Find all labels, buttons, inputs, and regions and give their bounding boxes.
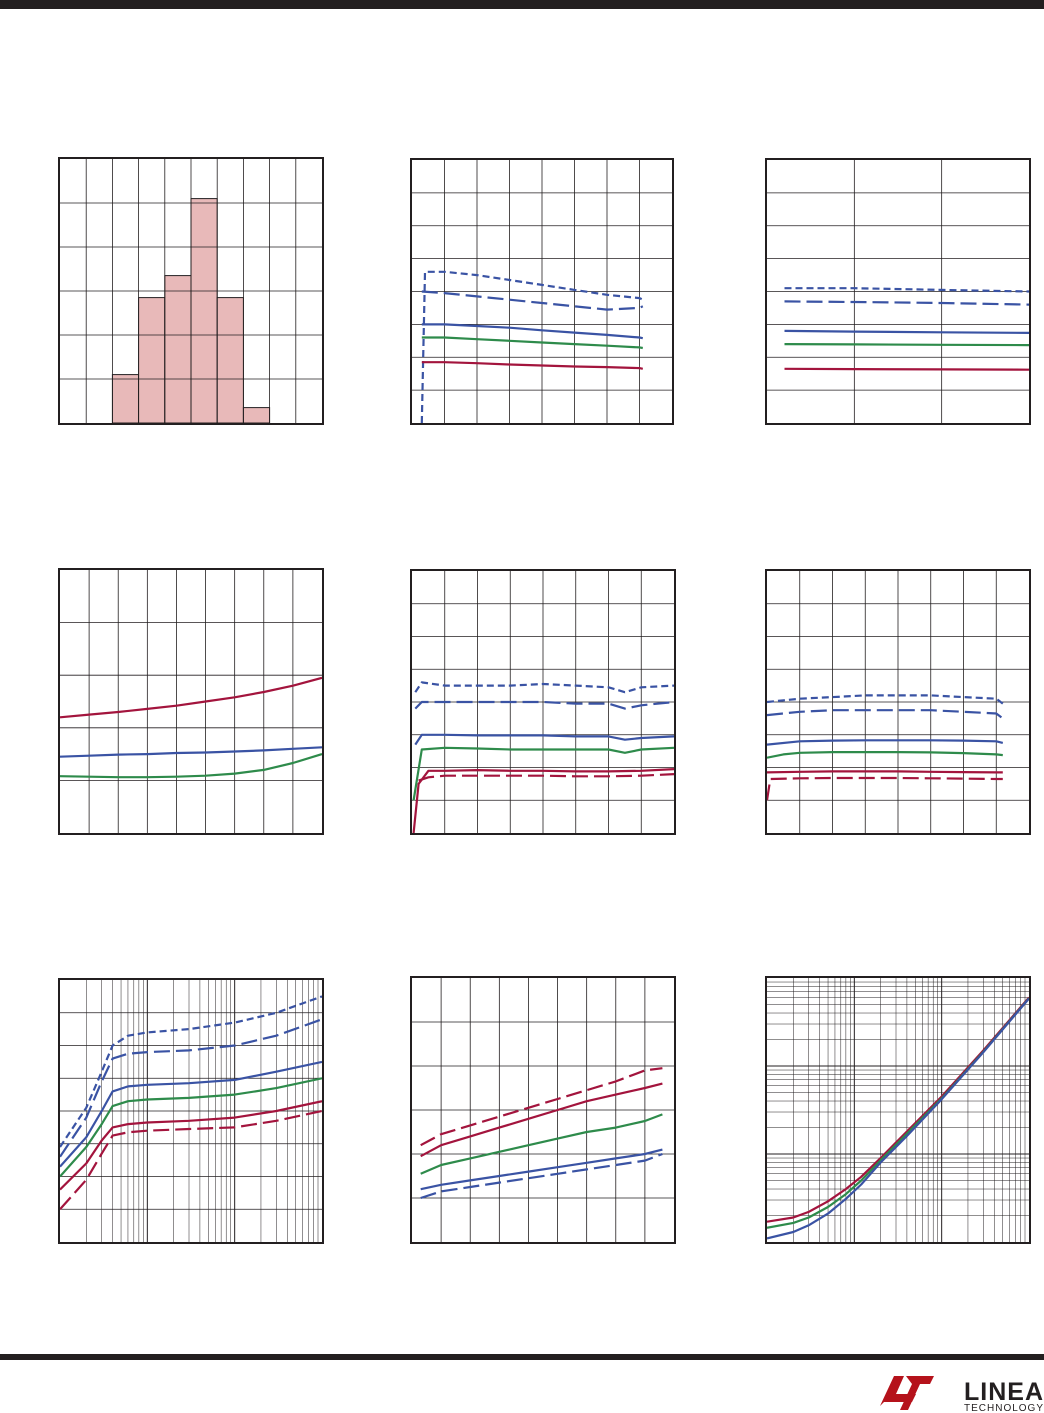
series-line-blue-solid-3	[421, 323, 644, 340]
series-line-red-solid-1	[767, 996, 1029, 1223]
chart-6-panel	[765, 569, 1031, 835]
histogram-bar-6	[242, 407, 271, 423]
series-line-blue-solid-3	[767, 739, 1004, 746]
chart-5-grid	[412, 571, 674, 833]
chart-3-svg	[767, 160, 1029, 423]
chart-4-panel	[58, 568, 324, 835]
series-line-blue-solid-3	[767, 997, 1029, 1240]
histogram-bar-3	[164, 275, 192, 423]
chart-1-svg	[60, 159, 322, 423]
series-line-blue-long-5	[420, 1152, 663, 1200]
chart-6-grid	[767, 571, 1029, 833]
series-line-red-long-6	[60, 1109, 322, 1211]
chart-3-grid	[767, 160, 1029, 423]
chart-7-grid	[60, 980, 322, 1242]
chart-1-grid	[60, 159, 322, 423]
series-line-blue-short-1	[414, 681, 674, 694]
brand-name: LINEAR	[964, 1378, 1044, 1406]
series-line-green-solid-3	[60, 753, 322, 779]
series-line-red-solid-5	[767, 770, 1003, 774]
chart-7-panel	[58, 978, 324, 1244]
series-line-green-solid-2	[767, 997, 1029, 1229]
series-line-blue-long-2	[414, 700, 674, 710]
chart-3-panel	[765, 158, 1031, 425]
series-line-blue-solid-3	[414, 733, 674, 746]
histogram-bar-4	[190, 198, 218, 423]
chart-2-panel	[410, 158, 674, 425]
chart-2-grid	[412, 160, 672, 423]
chart-6-svg	[767, 571, 1029, 833]
brand-subtitle: TECHNOLOGY	[964, 1403, 1044, 1413]
series-line-blue-long-2	[767, 709, 1004, 720]
series-line-red-solid-1	[60, 676, 322, 719]
chart-5-panel	[410, 569, 676, 835]
series-line-green-solid-3	[420, 1113, 663, 1175]
series-line-blue-solid-3	[60, 1060, 322, 1168]
chart-1-panel	[58, 157, 324, 425]
histogram-bar-5	[216, 297, 244, 423]
series-line-blue-solid-3	[784, 329, 1029, 334]
series-line-blue-long-2	[421, 290, 644, 311]
series-line-blue-solid-2	[60, 746, 322, 758]
series-line-blue-solid-4	[420, 1148, 663, 1191]
series-line-red-solid-5	[412, 768, 674, 833]
chart-9-svg	[767, 978, 1029, 1242]
brand-logo-svg: LINEAR TECHNOLOGY	[880, 1376, 1044, 1413]
top-rule	[0, 0, 1044, 9]
chart-9-panel	[765, 976, 1031, 1244]
series-line-red-long-6	[767, 776, 1003, 801]
chart-4-grid	[60, 570, 322, 833]
series-line-green-solid-4	[60, 1077, 322, 1178]
series-line-red-solid-5	[784, 367, 1029, 371]
series-line-green-solid-4	[767, 751, 1003, 759]
chart-5-svg	[412, 571, 674, 833]
logo-mark-icon	[880, 1376, 934, 1410]
chart-8-grid	[412, 978, 674, 1242]
series-line-green-solid-4	[421, 336, 643, 350]
brand-logo: LINEAR TECHNOLOGY	[872, 1368, 1044, 1413]
series-line-red-long-6	[418, 773, 674, 782]
series-line-red-solid-5	[421, 361, 644, 370]
chart-7-svg	[60, 980, 322, 1242]
histogram-bar-2	[138, 297, 166, 423]
series-line-blue-short-1	[784, 287, 1029, 293]
series-line-red-solid-5	[60, 1100, 322, 1191]
series-line-green-solid-4	[784, 343, 1029, 347]
series-line-blue-short-1	[420, 270, 644, 423]
series-line-blue-long-2	[60, 1018, 322, 1158]
chart-9-grid	[767, 978, 1029, 1242]
series-line-red-solid-2	[420, 1082, 663, 1158]
series-line-green-solid-4	[412, 746, 674, 801]
series-line-red-long-1	[420, 1067, 663, 1147]
series-line-blue-long-2	[784, 300, 1029, 306]
chart-4-svg	[60, 570, 322, 833]
bottom-rule	[0, 1354, 1044, 1360]
chart-8-svg	[412, 978, 674, 1242]
chart-8-panel	[410, 976, 676, 1244]
histogram-bar-1	[111, 374, 140, 423]
series-line-blue-short-1	[60, 995, 322, 1148]
chart-2-svg	[412, 160, 672, 423]
